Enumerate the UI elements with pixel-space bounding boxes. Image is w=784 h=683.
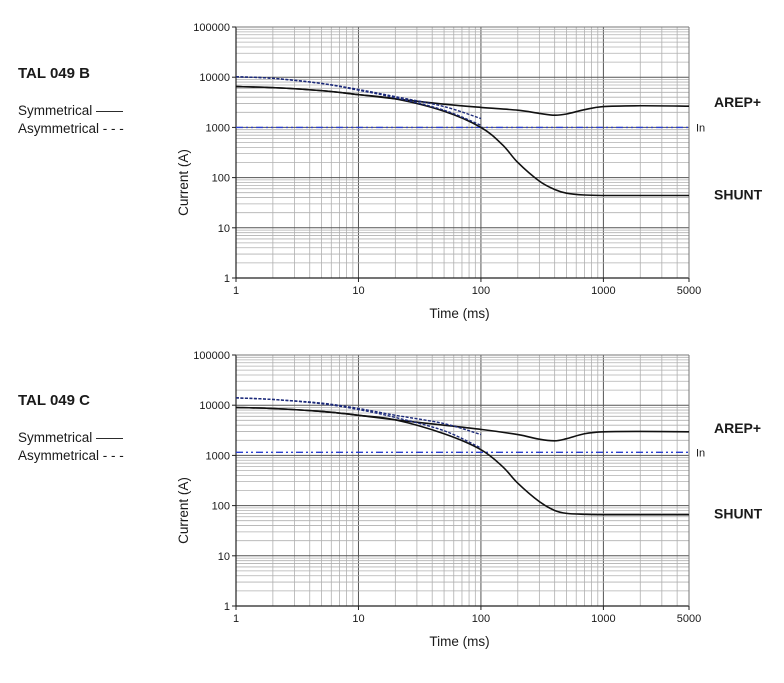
chart-title: TAL 049 C xyxy=(18,392,90,409)
grid xyxy=(235,354,690,607)
series-shunt-asymmetrical xyxy=(235,76,482,126)
x-axis-label: Time (ms) xyxy=(429,306,489,321)
x-axis-label: Time (ms) xyxy=(429,634,489,649)
x-tick-label: 5000 xyxy=(677,285,701,297)
grid xyxy=(235,26,690,279)
legend-symmetrical: Symmetrical —— xyxy=(18,430,124,445)
curve-label-arep: AREP+ xyxy=(714,94,761,110)
chart-title: TAL 049 B xyxy=(18,65,90,82)
y-tick-label: 100 xyxy=(212,501,230,513)
y-axis-label: Current (A) xyxy=(176,149,191,216)
series-arep xyxy=(235,406,690,442)
y-tick-label: 1 xyxy=(224,273,230,285)
chart-panel-c: TAL 049 C Symmetrical —— Asymmetrical - … xyxy=(0,328,784,658)
y-tick-label: 10 xyxy=(218,551,230,563)
x-tick-label: 100 xyxy=(472,285,490,297)
x-tick-label: 5000 xyxy=(677,613,701,625)
y-tick-label: 10000 xyxy=(199,400,230,412)
legend-asymmetrical: Asymmetrical - - - xyxy=(18,121,124,136)
y-tick-label: 1000 xyxy=(206,450,230,462)
chart-svg: 1 10 100 1000 10000 100000 1 10 100 1000 5000 Time … xyxy=(176,22,763,321)
curve-label-shunt: SHUNT xyxy=(714,186,763,202)
in-label: In xyxy=(696,447,705,459)
series-shunt xyxy=(235,85,689,197)
y-tick-label: 100000 xyxy=(193,350,230,362)
x-tick-label: 1000 xyxy=(591,285,615,297)
x-tick-label: 100 xyxy=(472,613,490,625)
y-tick-label: 100 xyxy=(212,173,230,185)
in-label: In xyxy=(696,122,705,134)
x-tick-label: 1 xyxy=(233,613,239,625)
chart-svg: 1 10 100 1000 10000 100000 1 10 100 1000 5000 Time … xyxy=(176,350,763,649)
legend-symmetrical: Symmetrical —— xyxy=(18,103,124,118)
legend-asymmetrical: Asymmetrical - - - xyxy=(18,448,124,463)
x-tick-label: 10 xyxy=(352,285,364,297)
x-tick-label: 10 xyxy=(352,613,364,625)
y-tick-label: 1 xyxy=(224,601,230,613)
y-tick-label: 1000 xyxy=(206,122,230,134)
chart-panel-b: TAL 049 B Symmetrical —— Asymmetrical - … xyxy=(0,0,784,330)
x-tick-label: 1 xyxy=(233,285,239,297)
series-shunt-asymmetrical xyxy=(235,397,482,449)
x-tick-label: 1000 xyxy=(591,613,615,625)
series-shunt xyxy=(235,406,689,516)
y-tick-label: 10 xyxy=(218,223,230,235)
curve-label-arep: AREP+ xyxy=(714,420,761,436)
y-tick-label: 100000 xyxy=(193,22,230,34)
series-arep xyxy=(235,85,690,117)
y-tick-label: 10000 xyxy=(199,72,230,84)
curve-label-shunt: SHUNT xyxy=(714,506,763,522)
y-axis-label: Current (A) xyxy=(176,477,191,544)
